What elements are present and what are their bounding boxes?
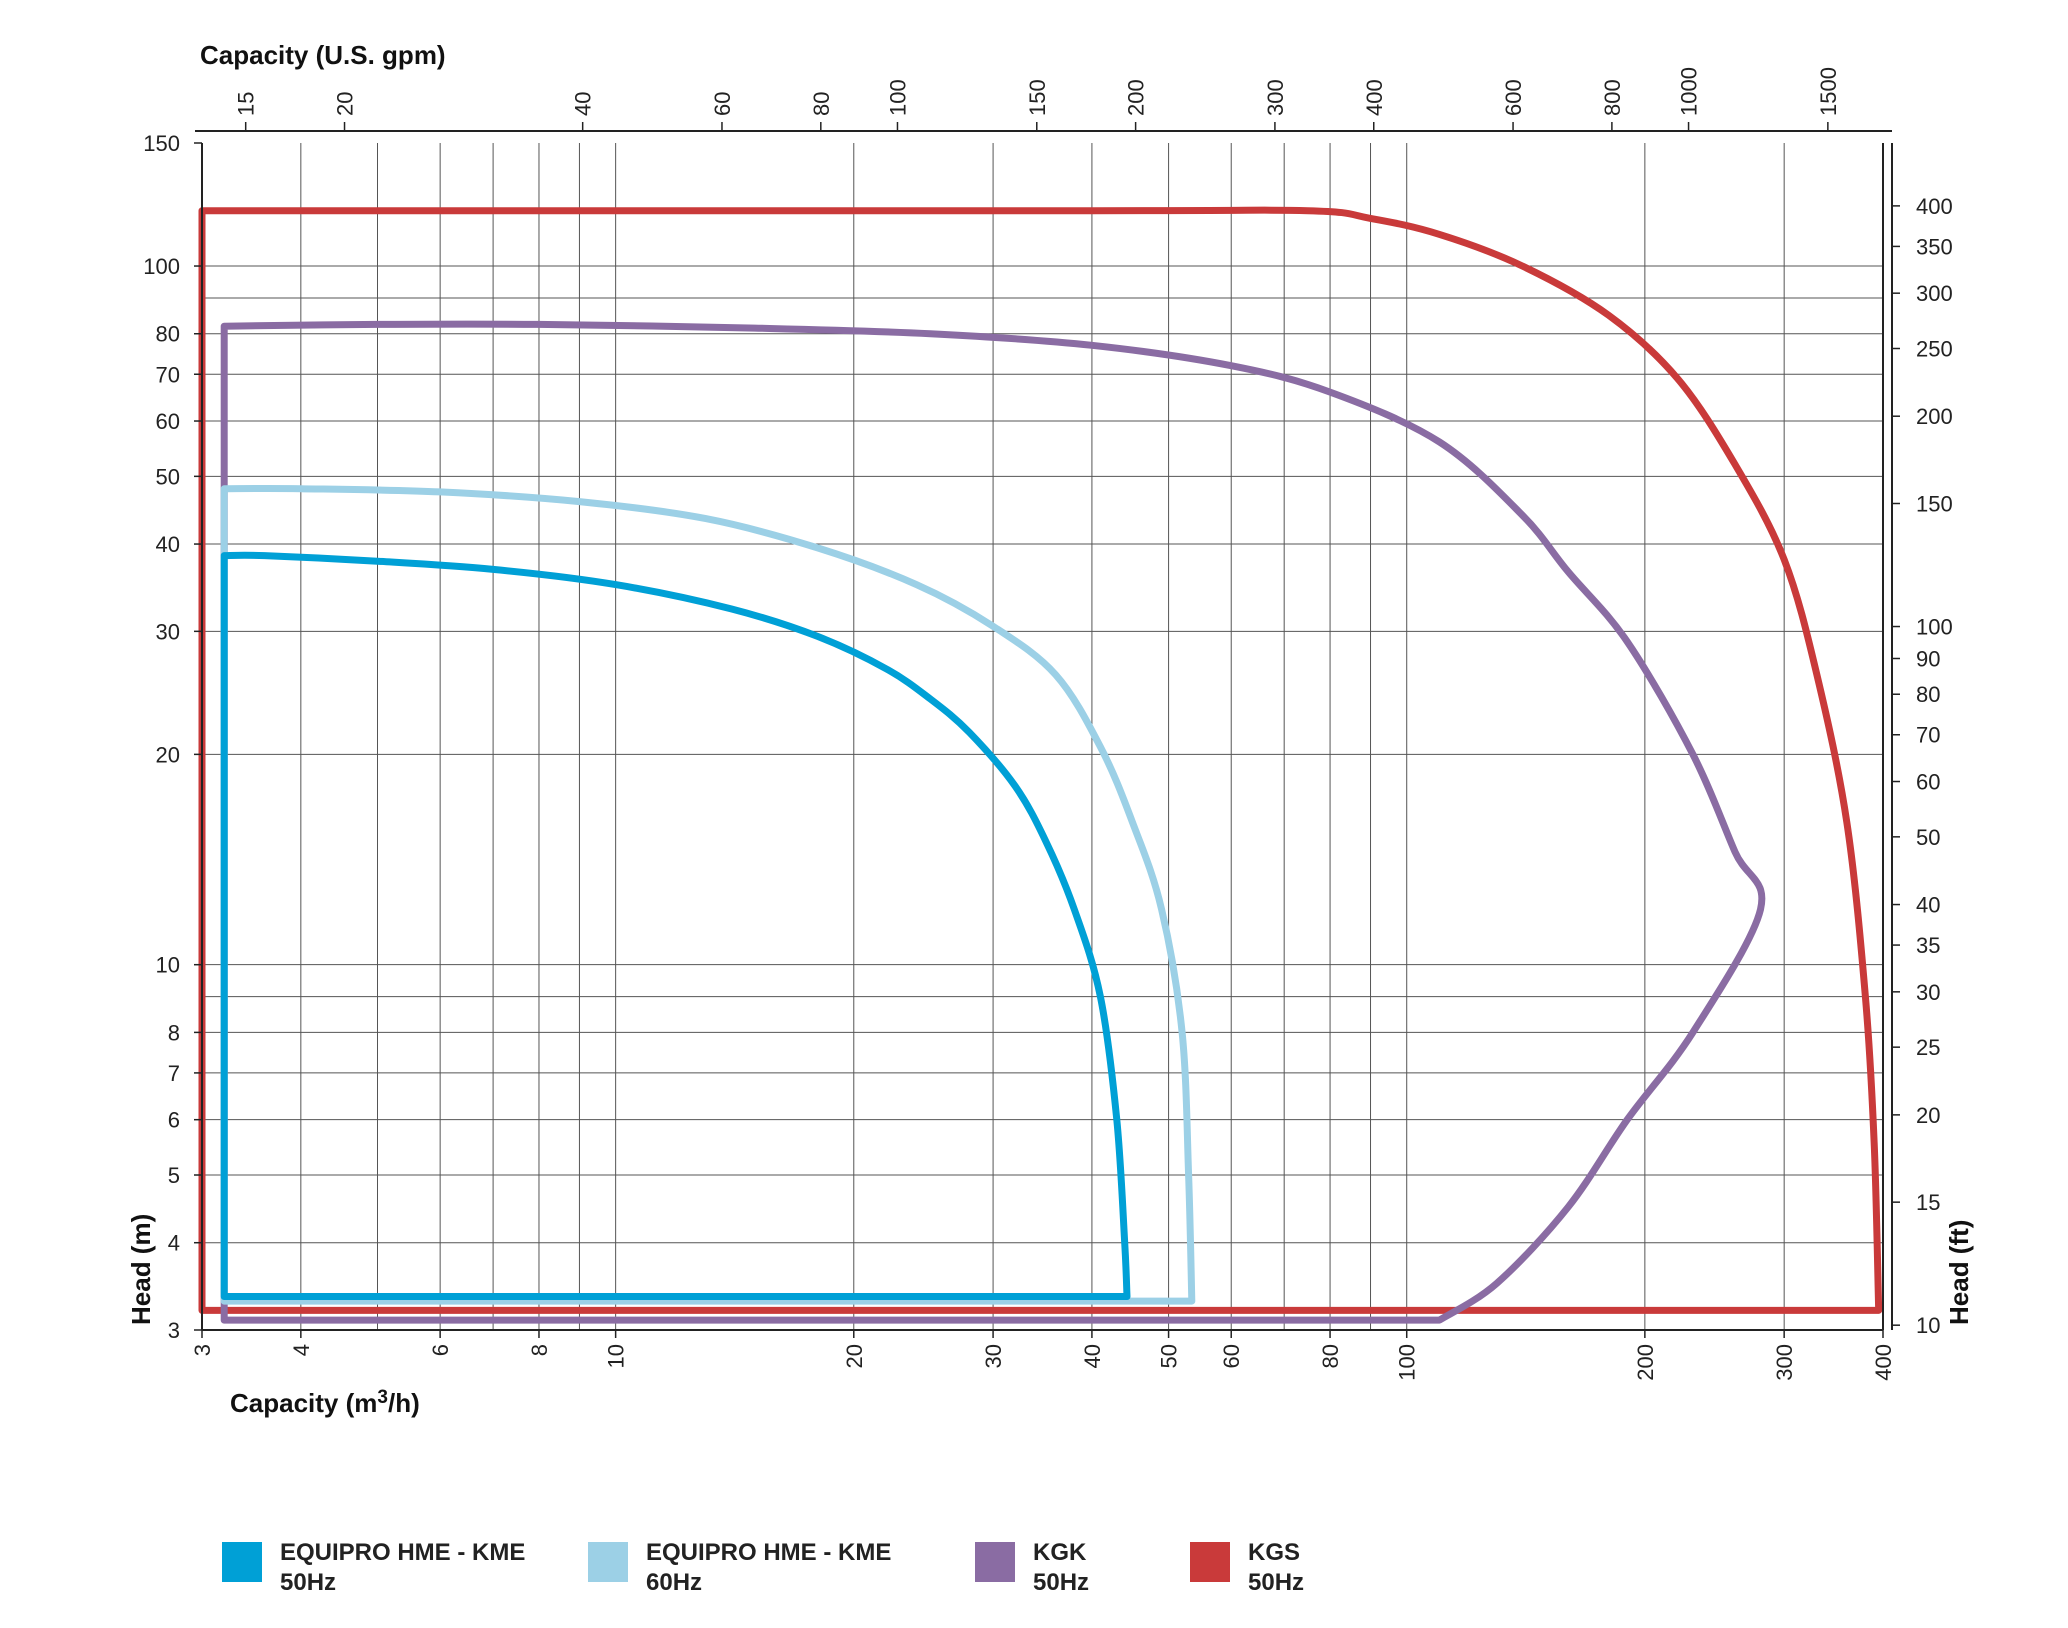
x-bottom-tick-label: 50	[1157, 1344, 1182, 1368]
y-right-tick-label: 90	[1916, 646, 1940, 671]
series-curve-kgk-50hz	[220, 320, 1766, 1324]
y-right-tick-label: 60	[1916, 770, 1940, 795]
x-top-tick-label: 300	[1263, 79, 1288, 116]
x-top-tick-label: 40	[571, 92, 596, 116]
x-top-tick-label: 1500	[1816, 67, 1841, 116]
y-right-tick-label: 25	[1916, 1035, 1940, 1060]
legend-swatch	[222, 1542, 262, 1582]
legend-label: EQUIPRO HME - KME 60Hz	[646, 1539, 892, 1596]
y-right-tick-label: 15	[1916, 1190, 1940, 1215]
x-top-tick-label: 600	[1501, 79, 1526, 116]
y-left-tick-label: 70	[156, 362, 180, 387]
y-left-tick-label: 4	[168, 1231, 180, 1256]
legend-swatch	[588, 1542, 628, 1582]
x-top-tick-label: 60	[710, 92, 735, 116]
x-bottom-tick-label: 6	[428, 1344, 453, 1356]
y-right-tick-label: 300	[1916, 281, 1953, 306]
y-right-tick-label: 40	[1916, 893, 1940, 918]
y-right-tick-label: 150	[1916, 491, 1953, 516]
x-bottom-tick-label: 200	[1633, 1344, 1658, 1381]
y-right-tick-label: 30	[1916, 980, 1940, 1005]
x-top-tick-label: 150	[1025, 79, 1050, 116]
y-right-tick-label: 10	[1916, 1313, 1940, 1338]
y-left-tick-label: 150	[143, 131, 180, 156]
x-top-tick-label: 80	[809, 92, 834, 116]
series-curves	[198, 206, 1883, 1324]
x-top-tick-label: 200	[1124, 79, 1149, 116]
y-right-tick-label: 200	[1916, 404, 1953, 429]
y-left-tick-label: 5	[168, 1163, 180, 1188]
series-curve-equipro-hme-kme-60hz	[220, 484, 1196, 1305]
y-right-tick-label: 70	[1916, 723, 1940, 748]
y-left-tick-label: 30	[156, 619, 180, 644]
y-right-tick-label: 350	[1916, 234, 1953, 259]
y-right-tick-label: 20	[1916, 1103, 1940, 1128]
x-bottom-tick-label: 20	[842, 1344, 867, 1368]
legend-item-kgs: KGS 50Hz	[1190, 1538, 1304, 1598]
x-top-tick-label: 400	[1362, 79, 1387, 116]
legend-item-hme-60: EQUIPRO HME - KME 60Hz	[588, 1538, 891, 1598]
x-top-axis-title: Capacity (U.S. gpm)	[200, 40, 446, 70]
x-bottom-tick-label: 30	[981, 1344, 1006, 1368]
y-right-axis-title: Head (ft)	[1944, 1220, 1974, 1325]
y-left-tick-label: 8	[168, 1020, 180, 1045]
y-left-axis-title: Head (m)	[126, 1214, 156, 1325]
x-top-tick-label: 15	[234, 92, 259, 116]
legend: EQUIPRO HME - KME 50Hz EQUIPRO HME - KME 6…	[0, 1538, 2068, 1608]
y-left-tick-label: 50	[156, 464, 180, 489]
y-right-tick-label: 400	[1916, 194, 1953, 219]
grid	[202, 143, 1883, 1330]
y-left-tick-label: 6	[168, 1108, 180, 1133]
x-top-tick-label: 1000	[1677, 67, 1702, 116]
y-left-tick-label: 3	[168, 1318, 180, 1343]
legend-label: KGK 50Hz	[1033, 1539, 1090, 1596]
legend-item-hme-50: EQUIPRO HME - KME 50Hz	[222, 1538, 525, 1598]
x-bottom-tick-label: 3	[190, 1344, 215, 1356]
y-left-tick-label: 20	[156, 742, 180, 767]
x-bottom-tick-label: 300	[1772, 1344, 1797, 1381]
axes: 3 4 6 8 10 20 30 40 50 60 80 100 200 300 400 15 20 40 60 80…	[143, 67, 1952, 1381]
x-top-tick-label: 100	[885, 79, 910, 116]
x-bottom-tick-label: 4	[289, 1344, 314, 1356]
x-top-tick-label: 800	[1600, 79, 1625, 116]
y-left-tick-label: 10	[156, 953, 180, 978]
x-bottom-tick-label: 40	[1080, 1344, 1105, 1368]
x-bottom-tick-label: 8	[527, 1344, 552, 1356]
series-curve-kgs-50hz	[198, 206, 1883, 1314]
x-bottom-tick-label: 60	[1219, 1344, 1244, 1368]
y-right-tick-label: 250	[1916, 337, 1953, 362]
legend-label: KGS 50Hz	[1248, 1539, 1305, 1596]
legend-swatch	[975, 1542, 1015, 1582]
x-top-tick-label: 20	[333, 92, 358, 116]
y-right-tick-label: 35	[1916, 933, 1940, 958]
x-bottom-tick-label: 10	[604, 1344, 629, 1368]
series-curve-equipro-hme-kme-50hz	[220, 551, 1131, 1300]
y-left-tick-label: 40	[156, 532, 180, 557]
x-bottom-tick-label: 400	[1871, 1344, 1896, 1381]
legend-swatch	[1190, 1542, 1230, 1582]
y-right-tick-label: 100	[1916, 615, 1953, 640]
y-right-tick-label: 80	[1916, 682, 1940, 707]
y-left-tick-label: 80	[156, 322, 180, 347]
x-bottom-tick-label: 80	[1318, 1344, 1343, 1368]
x-bottom-tick-label: 100	[1395, 1344, 1420, 1381]
y-left-tick-label: 7	[168, 1061, 180, 1086]
y-left-tick-label: 60	[156, 409, 180, 434]
legend-label: EQUIPRO HME - KME 50Hz	[280, 1539, 526, 1596]
legend-item-kgk: KGK 50Hz	[975, 1538, 1089, 1598]
x-bottom-axis-title: Capacity (m3/h)	[230, 1387, 420, 1418]
y-left-tick-label: 100	[143, 254, 180, 279]
y-right-tick-label: 50	[1916, 825, 1940, 850]
